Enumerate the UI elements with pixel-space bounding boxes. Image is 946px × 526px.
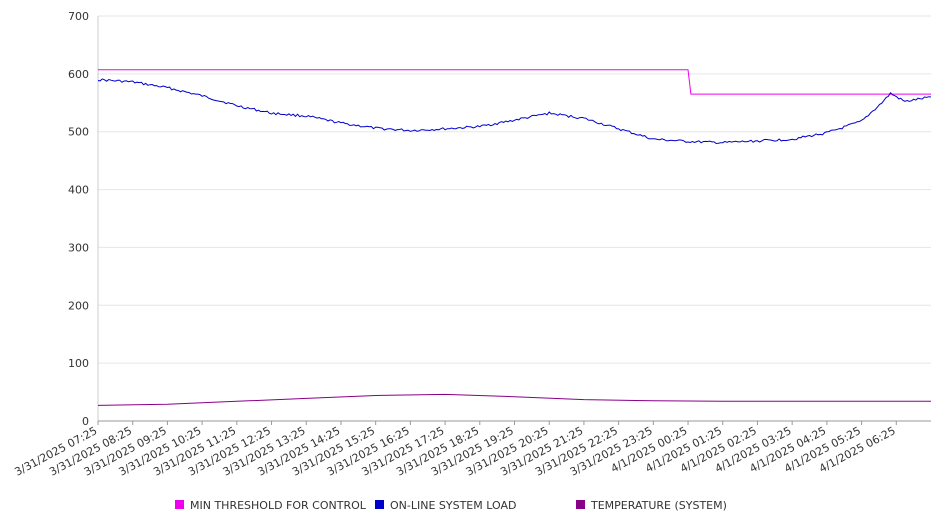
y-tick-label: 700 — [68, 10, 89, 23]
legend-swatch — [175, 500, 184, 509]
legend-swatch — [576, 500, 585, 509]
y-tick-label: 500 — [68, 126, 89, 139]
legend-label: TEMPERATURE (SYSTEM) — [590, 499, 727, 512]
y-tick-label: 600 — [68, 68, 89, 81]
legend-label: ON-LINE SYSTEM LOAD — [390, 499, 516, 512]
legend: MIN THRESHOLD FOR CONTROL ON-LINE SYSTEM … — [175, 499, 727, 512]
grid-layer — [98, 15, 931, 364]
y-tick-label: 100 — [68, 357, 89, 370]
series-layer — [97, 69, 932, 406]
y-tick-label: 0 — [82, 415, 89, 428]
series-line-min-threshold-for-control — [98, 69, 931, 95]
legend-swatch — [375, 500, 384, 509]
y-tick-label: 400 — [68, 184, 89, 197]
y-tick-label: 200 — [68, 299, 89, 312]
series-line-temperature-system — [97, 393, 931, 406]
y-tick-label: 300 — [68, 241, 89, 254]
series-line-on-line-system-load — [97, 78, 932, 145]
legend-label: MIN THRESHOLD FOR CONTROL — [190, 499, 367, 512]
